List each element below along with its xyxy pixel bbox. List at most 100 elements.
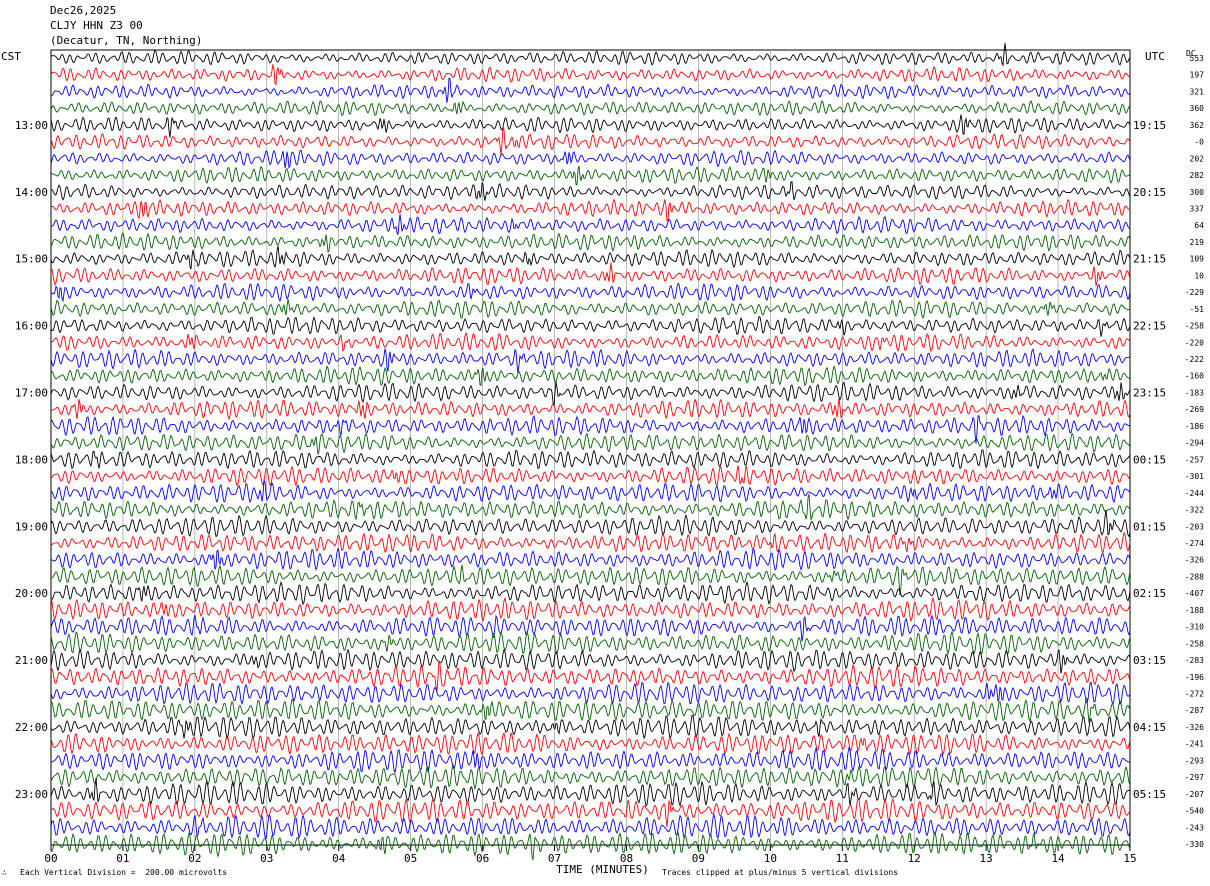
dc-offset-label-8: 300 <box>1190 188 1205 197</box>
dc-offset-label-35: -258 <box>1185 639 1204 648</box>
dc-offset-label-38: -272 <box>1185 689 1204 698</box>
trace-line-36 <box>50 648 1131 674</box>
right-hour-label-9: 04:15 <box>1133 721 1166 734</box>
trace-line-5 <box>50 126 1131 155</box>
left-hour-label-10: 23:00 <box>15 788 48 801</box>
x-tick-label-06: 06 <box>476 852 489 865</box>
right-hour-label-5: 00:15 <box>1133 453 1166 466</box>
x-tick-label-02: 02 <box>188 852 201 865</box>
clip-note: Traces clipped at plus/minus 5 vertical … <box>662 868 899 877</box>
dc-offset-label-21: -269 <box>1185 405 1204 414</box>
dc-offset-label-3: 360 <box>1190 104 1205 113</box>
trace-line-11 <box>50 231 1131 253</box>
trace-line-0 <box>50 43 1131 67</box>
x-tick-label-09: 09 <box>692 852 705 865</box>
dc-offset-label-16: -258 <box>1185 322 1204 331</box>
trace-line-29 <box>50 531 1131 554</box>
dc-offset-label-34: -310 <box>1185 623 1204 632</box>
trace-line-6 <box>50 149 1131 170</box>
dc-offset-label-7: 282 <box>1190 171 1205 180</box>
x-tick-label-04: 04 <box>332 852 346 865</box>
x-tick-label-15: 15 <box>1123 852 1136 865</box>
x-tick-label-00: 00 <box>44 852 57 865</box>
trace-line-25 <box>50 465 1131 487</box>
trace-line-39 <box>50 697 1131 723</box>
dc-offset-label-23: -294 <box>1185 439 1204 448</box>
x-axis-label: TIME (MINUTES) <box>556 863 649 876</box>
trace-line-35 <box>50 630 1131 656</box>
right-hour-label-4: 23:15 <box>1133 386 1166 399</box>
x-tick-label-05: 05 <box>404 852 417 865</box>
trace-line-7 <box>50 165 1131 186</box>
dc-offset-label-44: -207 <box>1185 790 1204 799</box>
dc-offset-label-13: 10 <box>1194 271 1204 280</box>
dc-offset-label-33: -188 <box>1185 606 1204 615</box>
dc-offset-label-42: -293 <box>1185 756 1204 765</box>
trace-line-16 <box>50 316 1131 337</box>
x-tick-label-01: 01 <box>116 852 129 865</box>
dc-offset-label-9: 337 <box>1190 205 1205 214</box>
right-hour-label-6: 01:15 <box>1133 520 1166 533</box>
dc-offset-label-10: 64 <box>1194 221 1204 230</box>
left-hour-label-9: 22:00 <box>15 721 48 734</box>
trace-line-12 <box>50 245 1131 270</box>
trace-line-4 <box>50 114 1131 138</box>
dc-offset-label-1: 197 <box>1190 71 1205 80</box>
dc-offset-label-15: -51 <box>1190 305 1205 314</box>
trace-line-42 <box>50 746 1131 775</box>
trace-line-43 <box>50 763 1131 791</box>
x-tick-label-08: 08 <box>620 852 633 865</box>
station-code: CLJY HHN Z3 00 <box>50 19 143 32</box>
left-hour-label-0: 13:00 <box>15 119 48 132</box>
trace-line-24 <box>50 449 1131 470</box>
dc-offset-label-22: -186 <box>1185 422 1204 431</box>
dc-offset-label-17: -220 <box>1185 338 1204 347</box>
dc-offset-label-0: 553 <box>1190 54 1205 63</box>
x-tick-label-11: 11 <box>836 852 849 865</box>
trace-line-41 <box>50 731 1131 756</box>
dc-offset-label-32: -407 <box>1185 589 1204 598</box>
trace-line-8 <box>50 181 1131 201</box>
dc-offset-label-18: -222 <box>1185 355 1204 364</box>
right-hour-label-3: 22:15 <box>1133 320 1166 333</box>
plot-date: Dec26,2025 <box>50 4 117 17</box>
dc-offset-label-30: -326 <box>1185 556 1204 565</box>
right-hour-label-1: 20:15 <box>1133 186 1166 199</box>
dc-offset-label-19: -160 <box>1185 372 1204 381</box>
left-hour-label-1: 14:00 <box>15 186 48 199</box>
trace-line-21 <box>50 398 1131 421</box>
dc-offset-label-24: -257 <box>1185 455 1204 464</box>
dc-column-label: DC <box>1186 49 1196 58</box>
trace-line-44 <box>50 777 1131 807</box>
trace-line-47 <box>50 830 1131 861</box>
dc-offset-label-20: -183 <box>1185 388 1204 397</box>
dc-offset-label-2: 321 <box>1190 87 1205 96</box>
dc-offset-label-39: -287 <box>1185 706 1204 715</box>
dc-offset-label-36: -283 <box>1185 656 1204 665</box>
left-hour-label-6: 19:00 <box>15 520 48 533</box>
dc-offset-label-46: -243 <box>1185 823 1204 832</box>
dc-offset-label-31: -288 <box>1185 572 1204 581</box>
trace-line-18 <box>50 348 1131 374</box>
left-hour-label-4: 17:00 <box>15 386 48 399</box>
right-hour-label-7: 02:15 <box>1133 587 1166 600</box>
dc-offset-label-5: -0 <box>1194 138 1204 147</box>
x-tick-label-07: 07 <box>548 852 561 865</box>
x-tick-label-12: 12 <box>908 852 921 865</box>
dc-offset-label-47: -330 <box>1185 840 1204 849</box>
station-location: (Decatur, TN, Northing) <box>50 34 203 47</box>
x-tick-label-03: 03 <box>260 852 273 865</box>
dc-offset-label-6: 202 <box>1190 154 1205 163</box>
left-hour-label-2: 15:00 <box>15 253 48 266</box>
trace-line-45 <box>50 796 1131 827</box>
trace-line-13 <box>50 262 1131 286</box>
dc-offset-label-12: 109 <box>1190 255 1205 264</box>
trace-line-9 <box>50 198 1131 222</box>
left-hour-label-3: 16:00 <box>15 320 48 333</box>
dc-offset-label-43: -297 <box>1185 773 1204 782</box>
trace-line-33 <box>50 596 1131 623</box>
right-hour-label-8: 03:15 <box>1133 654 1166 667</box>
trace-line-19 <box>50 365 1131 387</box>
dc-offset-label-25: -301 <box>1185 472 1204 481</box>
left-hour-label-7: 20:00 <box>15 587 48 600</box>
